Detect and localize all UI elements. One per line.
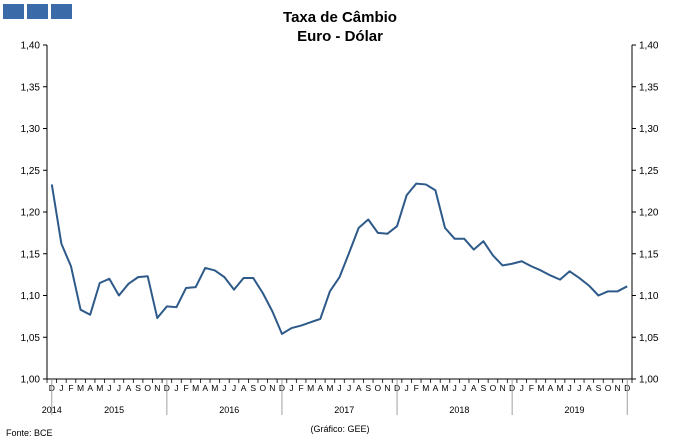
- left-y-tick-label: 1,15: [21, 249, 41, 260]
- month-label: N: [384, 383, 390, 393]
- month-label: S: [250, 383, 256, 393]
- right-y-tick-label: 1,40: [639, 41, 659, 52]
- left-y-tick-label: 1,25: [21, 166, 41, 177]
- logo-square: [27, 4, 48, 19]
- month-label: A: [548, 383, 554, 393]
- source-note: Fonte: BCE: [6, 428, 53, 438]
- month-label: N: [615, 383, 621, 393]
- month-label: O: [605, 383, 612, 393]
- month-label: M: [307, 383, 314, 393]
- month-label: M: [96, 383, 103, 393]
- month-label: M: [326, 383, 333, 393]
- left-y-tick-label: 1,00: [21, 375, 41, 386]
- month-label: S: [135, 383, 141, 393]
- month-label: J: [232, 383, 236, 393]
- month-label: A: [317, 383, 323, 393]
- left-y-tick-label: 1,30: [21, 124, 41, 135]
- left-y-tick-label: 1,35: [21, 82, 41, 93]
- year-label: 2019: [564, 405, 584, 415]
- month-label: J: [520, 383, 524, 393]
- chart-title-line-1: Taxa de Câmbio: [283, 9, 397, 26]
- right-y-tick-label: 1,10: [639, 291, 659, 302]
- month-label: N: [154, 383, 160, 393]
- month-label: O: [259, 383, 266, 393]
- left-y-tick-label: 1,20: [21, 208, 41, 219]
- month-label: A: [356, 383, 362, 393]
- month-label: A: [471, 383, 477, 393]
- month-label: J: [117, 383, 121, 393]
- logo-square: [3, 4, 24, 19]
- month-label: J: [337, 383, 341, 393]
- month-label: J: [462, 383, 466, 393]
- month-label: J: [107, 383, 111, 393]
- month-label: J: [174, 383, 178, 393]
- chart-title-line-2: Euro - Dólar: [297, 28, 383, 45]
- month-label: M: [422, 383, 429, 393]
- left-y-tick-label: 1,10: [21, 291, 41, 302]
- right-y-tick-label: 1,35: [639, 82, 659, 93]
- right-y-tick-label: 1,15: [639, 249, 659, 260]
- month-label: A: [586, 383, 592, 393]
- left-y-tick-label: 1,05: [21, 333, 41, 344]
- month-label: N: [499, 383, 505, 393]
- month-label: O: [490, 383, 497, 393]
- month-label: F: [529, 383, 534, 393]
- month-label: A: [202, 383, 208, 393]
- month-label: S: [481, 383, 487, 393]
- month-label: S: [365, 383, 371, 393]
- month-label: S: [596, 383, 602, 393]
- month-label: A: [241, 383, 247, 393]
- month-label: M: [211, 383, 218, 393]
- month-label: M: [77, 383, 84, 393]
- year-label: 2017: [334, 405, 354, 415]
- month-label: N: [269, 383, 275, 393]
- month-label: J: [347, 383, 351, 393]
- left-y-tick-label: 1,40: [21, 41, 41, 52]
- month-label: F: [183, 383, 188, 393]
- month-label: A: [126, 383, 132, 393]
- month-label: F: [414, 383, 419, 393]
- month-label: J: [222, 383, 226, 393]
- month-label: F: [299, 383, 304, 393]
- right-y-tick-label: 1,00: [639, 375, 659, 386]
- year-label: 2016: [219, 405, 239, 415]
- year-label: 2018: [449, 405, 469, 415]
- right-y-tick-label: 1,20: [639, 208, 659, 219]
- month-label: J: [577, 383, 581, 393]
- year-label: 2015: [104, 405, 124, 415]
- month-label: J: [405, 383, 409, 393]
- series-line: [50, 182, 628, 335]
- month-label: J: [59, 383, 63, 393]
- month-label: J: [568, 383, 572, 393]
- month-label: M: [192, 383, 199, 393]
- month-label: O: [375, 383, 382, 393]
- month-label: A: [433, 383, 439, 393]
- month-label: F: [68, 383, 73, 393]
- month-label: M: [557, 383, 564, 393]
- logo-square: [51, 4, 72, 19]
- right-y-tick-label: 1,05: [639, 333, 659, 344]
- right-y-tick-label: 1,30: [639, 124, 659, 135]
- month-label: M: [537, 383, 544, 393]
- month-label: O: [144, 383, 151, 393]
- right-y-tick-label: 1,25: [639, 166, 659, 177]
- month-label: J: [289, 383, 293, 393]
- chart-title: Taxa de Câmbio Euro - Dólar: [0, 8, 680, 46]
- year-label: 2014: [42, 405, 62, 415]
- month-label: M: [441, 383, 448, 393]
- month-label: A: [87, 383, 93, 393]
- chart-credit: (Gráfico: GEE): [310, 424, 370, 434]
- month-label: J: [452, 383, 456, 393]
- logo: [3, 4, 72, 19]
